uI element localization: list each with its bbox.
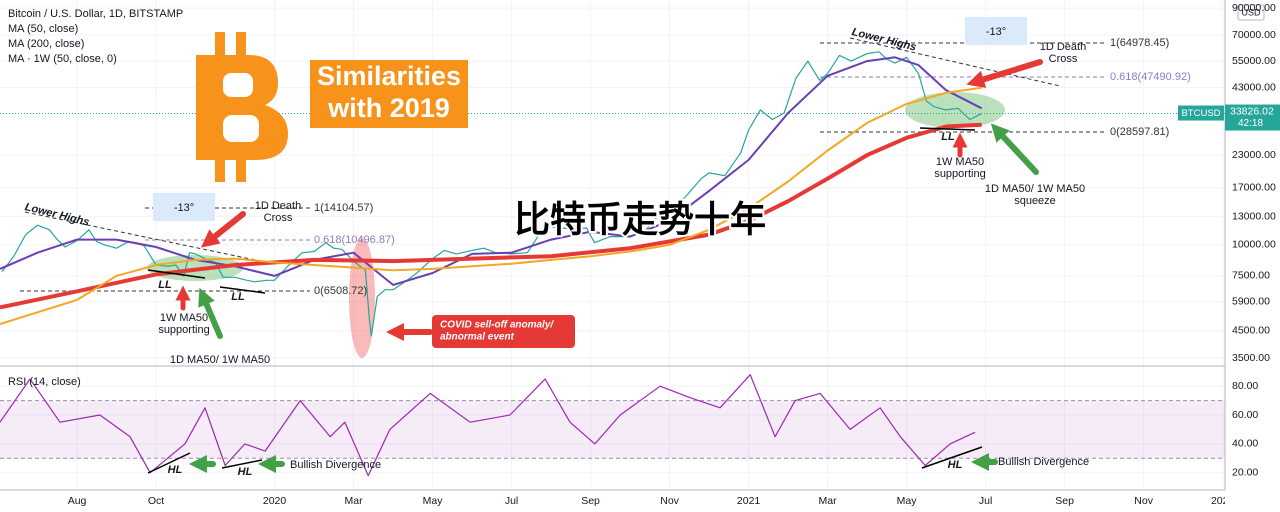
symbol: BTCUSD [1181,108,1220,119]
x-tick-label: Sep [581,495,600,507]
series [0,51,1225,477]
y-tick-label: 70000.00 [1232,29,1276,41]
legend-entry: MA (50, close) [8,23,78,35]
series-line [0,86,982,325]
arrows [175,59,1043,473]
currency-box [1237,4,1265,21]
y-tick-label: 13000.00 [1232,210,1276,222]
x-tick-label: Sep [1055,495,1074,507]
x-tick-label: Mar [819,495,838,507]
annotation: LL [231,291,245,303]
currency: USD [1241,7,1261,17]
fib-label: 0(28597.81) [1110,126,1169,138]
x-axis-panel [0,490,1280,512]
countdown: 42:18 [1238,118,1263,129]
x-tick-label: Aug [68,495,87,507]
last-price-box [1225,104,1280,131]
x-tick-label: Oct [148,495,164,507]
trend-lines [147,127,983,474]
headline-box [310,60,468,128]
annotation: abnormal event [440,332,515,343]
x-tick-label: Nov [660,495,679,507]
x-tick-label: Nov [1134,495,1153,507]
annotation: 1W MA50 [160,312,208,324]
x-tick-label: Mar [345,495,364,507]
y-tick-label: 7500.00 [1232,270,1270,282]
annotation: Cross [264,212,293,224]
angle: -13° [986,26,1006,38]
x-tick-label: May [897,495,918,507]
symbol-box [1178,105,1224,121]
fib-lines [20,37,1105,292]
series-line [1,51,982,337]
annotation: 1D Death [255,200,301,212]
annotation: 1D Death [1040,41,1086,53]
fib-label: 1(64978.45) [1110,37,1169,49]
highlight [349,238,375,358]
y-tick-label: 4500.00 [1232,325,1270,337]
legend-entry: MA · 1W (50, close, 0) [8,53,117,65]
annotation: supporting [934,168,985,180]
annotation: 1D MA50/ 1W MA50 [170,354,270,366]
annotation: supporting [158,324,209,336]
last-price: 33826.02 [1230,105,1274,117]
annotation: HL [948,459,963,471]
rsi-band [0,400,1225,459]
covid-box [432,315,575,348]
y-tick-label: 10000.00 [1232,239,1276,251]
y-axis-panel [1225,0,1280,512]
angle-box [153,193,215,221]
x-tick-label: Jul [505,495,518,507]
annotation: HL [168,464,183,476]
annotation: Bullish Divergence [998,456,1089,468]
axes: Aug Oct 2020 Mar May Jul Sep Nov 2021 Mar May Jul Se… [0,489,1280,512]
pane-title: RSI (14, close) [8,376,81,388]
annotation: LL [941,131,955,143]
y-tick-label: 43000.00 [1232,81,1276,93]
series-line [0,374,976,477]
angle: -13° [174,202,194,214]
fib-label: 0(6508.72) [314,285,367,297]
x-tick-label: Jul [979,495,992,507]
y-tick-label: 55000.00 [1232,55,1276,67]
annotation: Cross [1049,53,1078,65]
y-tick-label: 40.00 [1232,438,1258,450]
annotation: 1D MA50/ 1W MA50 [985,183,1085,195]
chart-title: Bitcoin / U.S. Dollar, 1D, BITSTAMP [8,8,183,20]
x-tick-label: May [423,495,444,507]
x-tick-label: 2020 [263,495,287,507]
fib-label: 1(14104.57) [314,202,373,214]
y-tick-label: 3500.00 [1232,352,1270,364]
annotation: HL [238,466,253,478]
series-line [0,122,982,310]
y-tick-label: 5900.00 [1232,296,1270,308]
fib-label: 0.618(47490.92) [1110,71,1191,83]
fib-label: 0.618(10496.87) [314,234,395,246]
headline: Similarities [317,61,461,91]
headline: with 2019 [327,93,450,123]
y-tick-label: 20.00 [1232,466,1258,478]
series-line [0,56,983,286]
annotation: LL [158,279,172,291]
y-tick-label: 23000.00 [1232,149,1276,161]
overlay-title: 比特币走势十年 [514,199,766,240]
highlight [905,92,1005,128]
annotation: COVID sell-off anomaly/ [440,320,554,331]
x-tick-label: 2021 [737,495,761,507]
rsi-band [0,400,1225,459]
y-tick-label: 60.00 [1232,409,1258,421]
y-axes: USD 3500.00 4500.00 5900.00 7500.00 10000.00… [1178,0,1280,512]
annotation: squeeze [1014,195,1056,207]
y-tick-label: 80.00 [1232,380,1258,392]
y-tick-label: 17000.00 [1232,181,1276,193]
angle-box [965,17,1027,45]
y-tick-label: 90000.00 [1232,2,1276,14]
bitcoin-logo [196,32,288,182]
annotation: Bullish Divergence [290,459,381,471]
legend-entry: MA (200, close) [8,38,84,50]
annotation: 1W MA50 [936,156,984,168]
